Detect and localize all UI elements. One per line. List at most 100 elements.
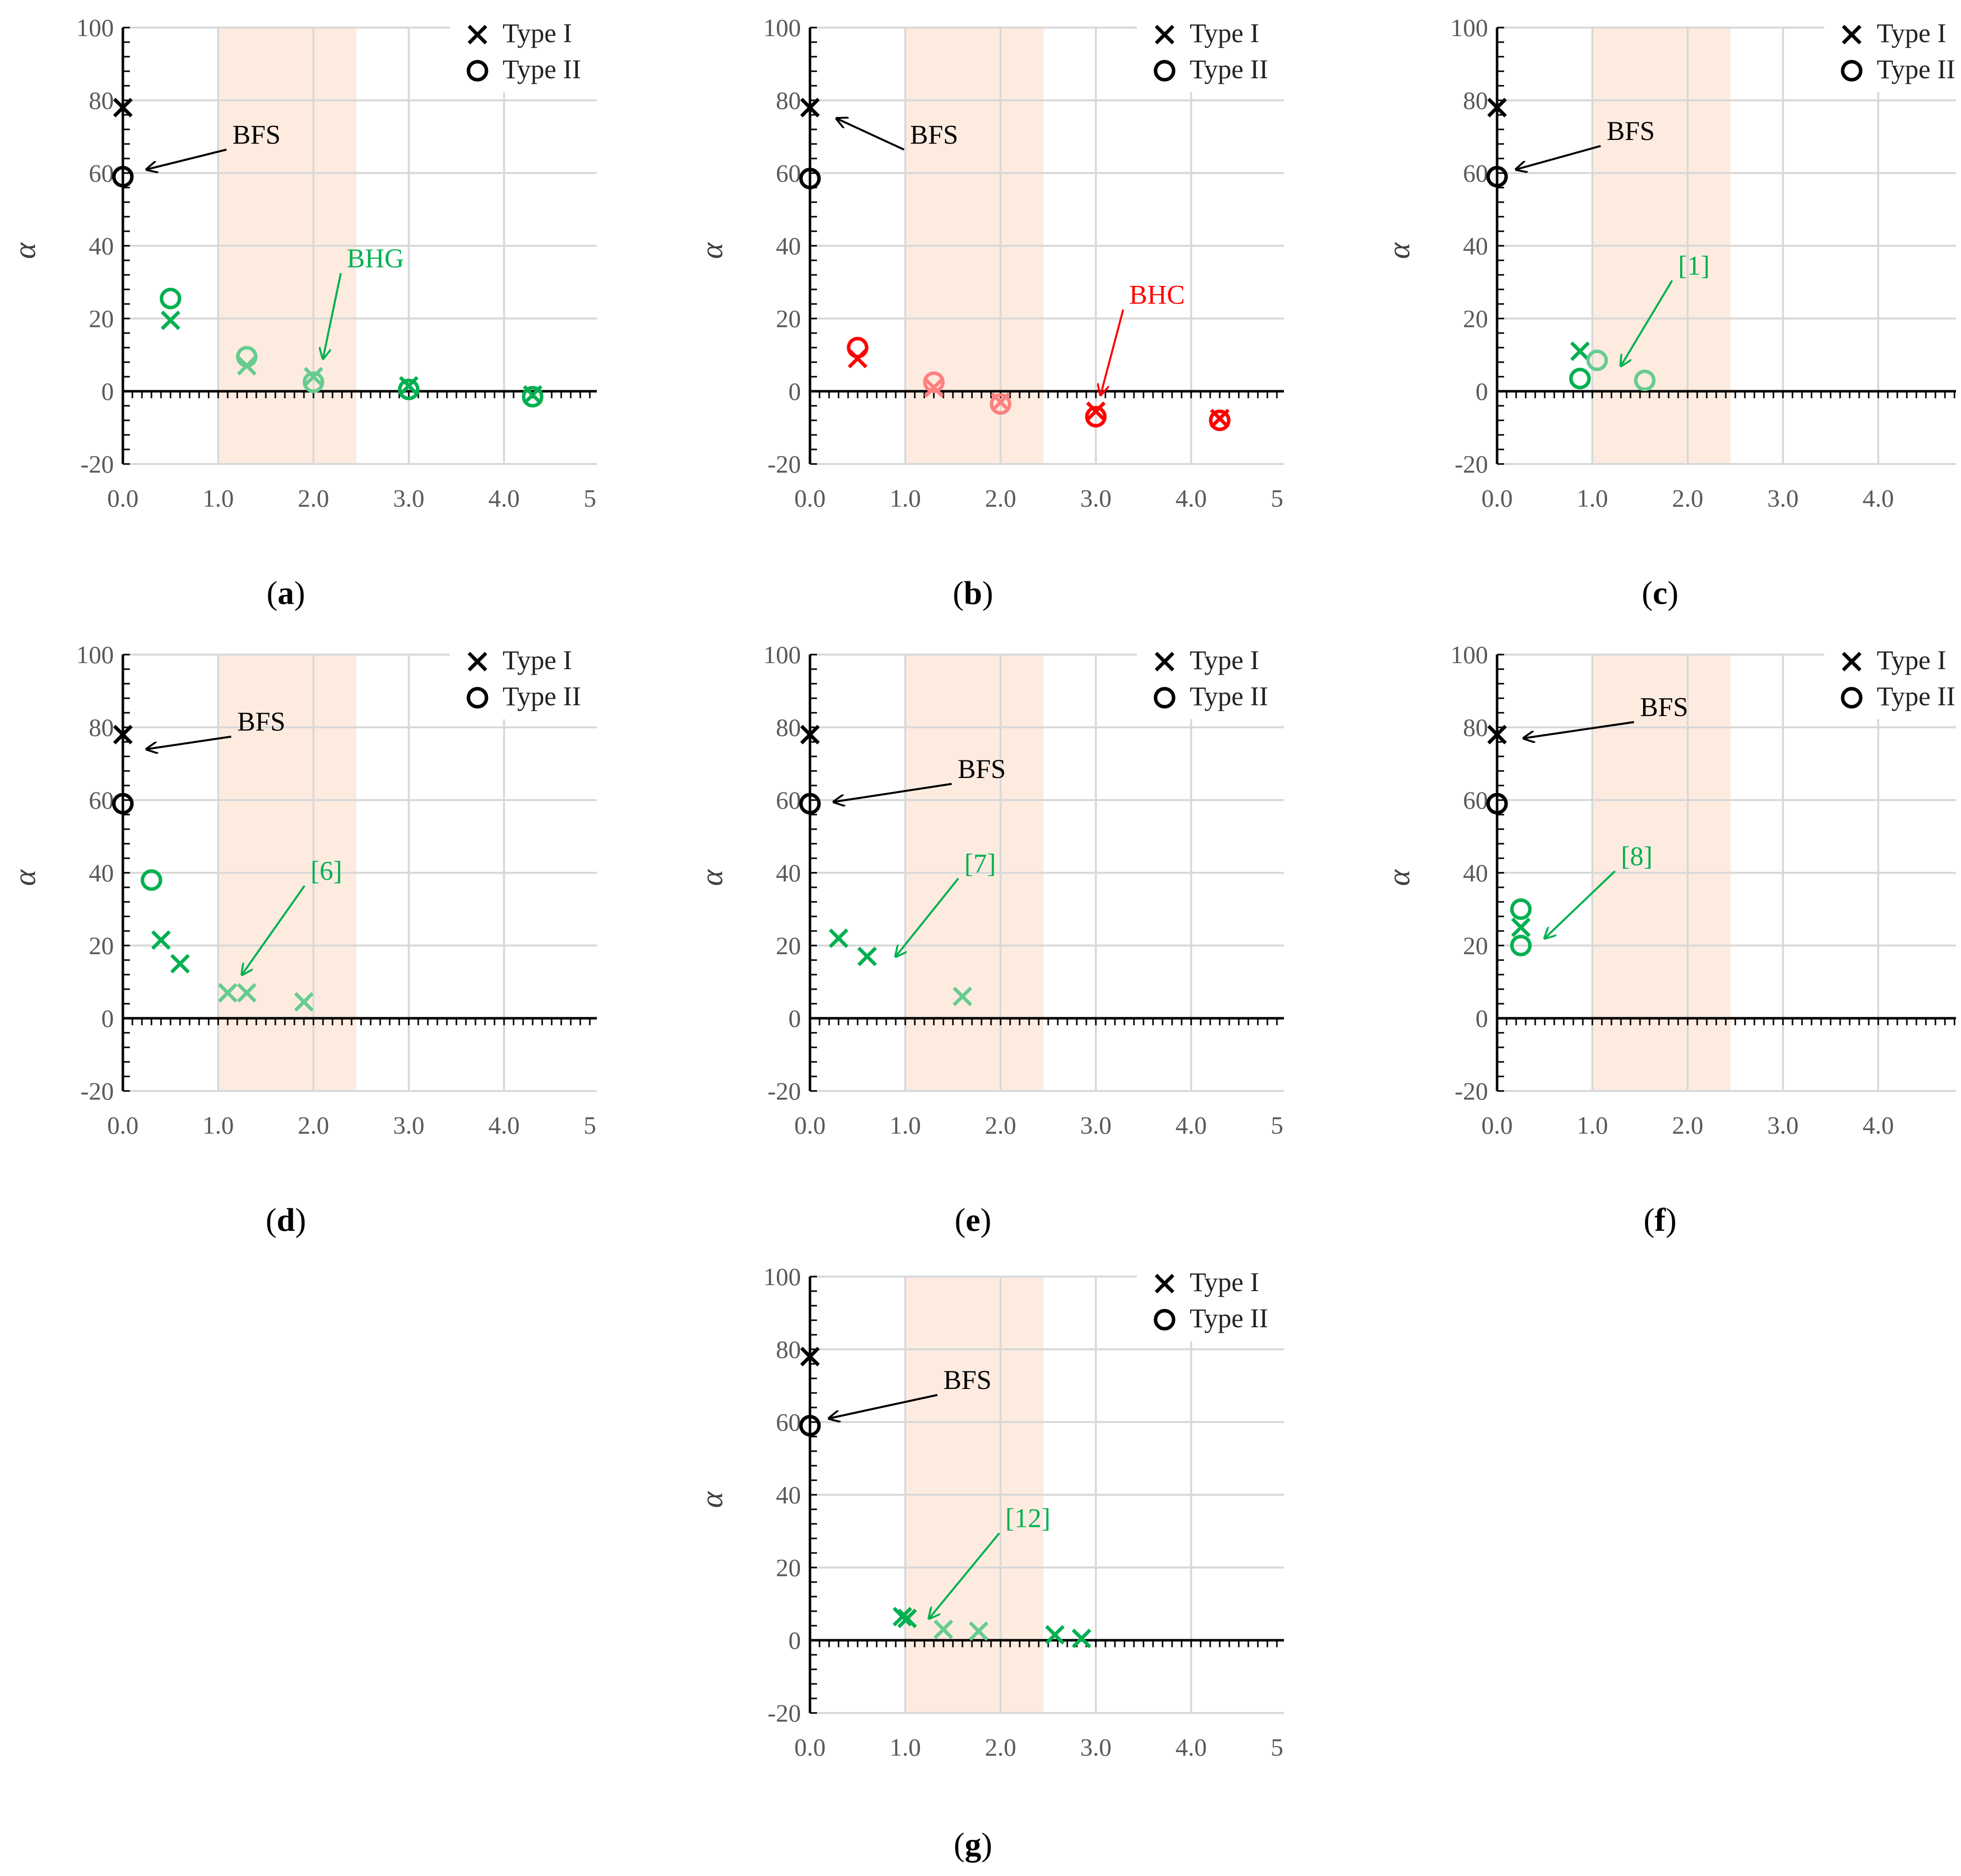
data-point-type-2: [522, 386, 544, 408]
annotation-arrow: [837, 118, 905, 151]
x-tick-label: 5.0: [584, 484, 597, 512]
data-point-type-1: [1487, 725, 1507, 744]
chart-panel-a: 0.0 1.0 2.0 3.0 4.0 5.0 100 80 60 40 20 0 -20 α Af / A…: [20, 15, 597, 537]
marker-stroke: [1511, 917, 1531, 937]
marker-stroke: [218, 983, 238, 1003]
x-axis-label: Af / As: [1698, 1160, 1771, 1164]
marker-stroke: [1570, 341, 1590, 361]
y-tick-label: 0: [1476, 377, 1488, 405]
annotation-label: BFS: [910, 119, 958, 149]
marker-stroke: [892, 1607, 912, 1627]
x-axis-label-part: A: [369, 533, 389, 537]
marker-stroke: [1487, 725, 1507, 744]
y-tick-label: 0: [101, 1004, 114, 1032]
x-axis-label-part: A: [1056, 1782, 1076, 1786]
y-tick-label: 100: [76, 15, 114, 42]
caption-e-letter: e: [965, 1202, 980, 1238]
marker-stroke: [1155, 1274, 1175, 1294]
marker-stroke: [1155, 25, 1175, 45]
x-axis-label-part: /: [1036, 1782, 1058, 1786]
data-point-type-2: [112, 793, 134, 815]
legend-label: Type I: [1877, 18, 1946, 48]
legend-marker-type-1: [1155, 25, 1175, 45]
marker-stroke: [160, 310, 181, 331]
y-axis-label: α: [707, 869, 729, 886]
annotation-arrow: [896, 877, 959, 957]
x-axis-label-part: A: [1011, 1782, 1031, 1786]
legend-label: Type I: [503, 645, 572, 675]
y-tick-label: 80: [776, 1335, 801, 1363]
x-tick-label: 0.0: [794, 1111, 826, 1139]
data-point-type-1: [800, 98, 820, 117]
x-tick-label: 4.0: [1863, 1111, 1894, 1139]
data-point-type-1: [218, 983, 238, 1003]
legend-marker-type-2: [466, 687, 488, 709]
x-tick-label: 3.0: [393, 484, 425, 512]
x-axis-label-part: /: [1723, 1160, 1745, 1164]
data-point-type-2: [1634, 369, 1656, 391]
legend-box: [1824, 647, 1956, 719]
caption-d: (d): [265, 1202, 306, 1238]
x-tick-label: 2.0: [985, 1733, 1017, 1761]
annotation-label: BFS: [958, 754, 1006, 784]
marker-stroke: [170, 954, 190, 974]
x-axis-label: Af / As: [323, 533, 397, 537]
annotation-arrow: [1524, 721, 1635, 738]
x-axis-label: Af / As: [323, 1160, 397, 1164]
marker-stroke: [467, 652, 487, 672]
x-tick-label: 2.0: [1672, 484, 1704, 512]
y-tick-label: 60: [1463, 786, 1488, 814]
marker-stroke: [113, 98, 133, 117]
data-point-type-2: [799, 168, 821, 190]
annotation-arrow: [829, 1394, 938, 1419]
annotation-arrow: [1621, 280, 1673, 366]
data-point-type-1: [399, 376, 419, 396]
x-axis-label: Af / As: [1698, 533, 1771, 537]
annotation-label: [12]: [1006, 1503, 1051, 1533]
y-tick-label: -20: [767, 1699, 801, 1727]
data-point-type-2: [847, 337, 869, 359]
y-tick-label: 20: [776, 1553, 801, 1582]
chart-panel-d: 0.0 1.0 2.0 3.0 4.0 5.0 100 80 60 40 20 0 -20 α Af / A…: [20, 642, 597, 1164]
legend-label: Type I: [1190, 18, 1259, 48]
x-axis-label-part: A: [369, 1160, 389, 1164]
x-tick-label: 1.0: [203, 484, 234, 512]
annotation-arrow: [323, 273, 342, 359]
data-point-type-1: [113, 98, 133, 117]
annotation-label: [6]: [310, 856, 342, 886]
y-tick-label: 0: [1476, 1004, 1488, 1032]
legend-label: Type II: [1877, 54, 1955, 84]
chart-panel-g: 0.0 1.0 2.0 3.0 4.0 5.0 100 80 60 40 20 0 -20 α Af / A…: [707, 1264, 1284, 1786]
data-point-type-2: [1085, 406, 1107, 428]
x-tick-label: 4.0: [1176, 1111, 1207, 1139]
x-tick-label: 5.0: [584, 1111, 597, 1139]
marker-stroke: [1072, 1628, 1091, 1648]
y-tick-label: 100: [763, 15, 801, 42]
x-tick-label: 4.0: [1863, 484, 1894, 512]
y-tick-label: 60: [776, 159, 801, 187]
x-tick-label: 3.0: [393, 1111, 425, 1139]
y-tick-label: -20: [767, 1077, 801, 1105]
y-axis-label: α: [20, 869, 42, 886]
y-tick-label: 20: [1463, 931, 1488, 960]
data-point-type-1: [924, 378, 944, 398]
data-point-type-2: [799, 1415, 821, 1437]
x-tick-label: 0.0: [107, 1111, 139, 1139]
y-tick-label: 100: [763, 642, 801, 669]
y-tick-label: 0: [788, 377, 801, 405]
x-tick-label: 5.0: [1271, 484, 1284, 512]
x-tick-label: 2.0: [1672, 1111, 1704, 1139]
marker-stroke: [1045, 1625, 1065, 1645]
data-point-type-1: [294, 992, 314, 1012]
x-axis-label-part: /: [1036, 533, 1058, 537]
x-axis-label-part: /: [1723, 533, 1745, 537]
legend-label: Type II: [1190, 1303, 1268, 1333]
x-tick-label: 3.0: [1767, 484, 1799, 512]
y-tick-label: 60: [89, 786, 114, 814]
x-tick-label: 1.0: [1577, 484, 1608, 512]
y-tick-label: 40: [776, 232, 801, 260]
caption-c: (c): [1642, 575, 1679, 611]
y-tick-label: -20: [1454, 1077, 1488, 1105]
marker-stroke: [113, 725, 133, 744]
